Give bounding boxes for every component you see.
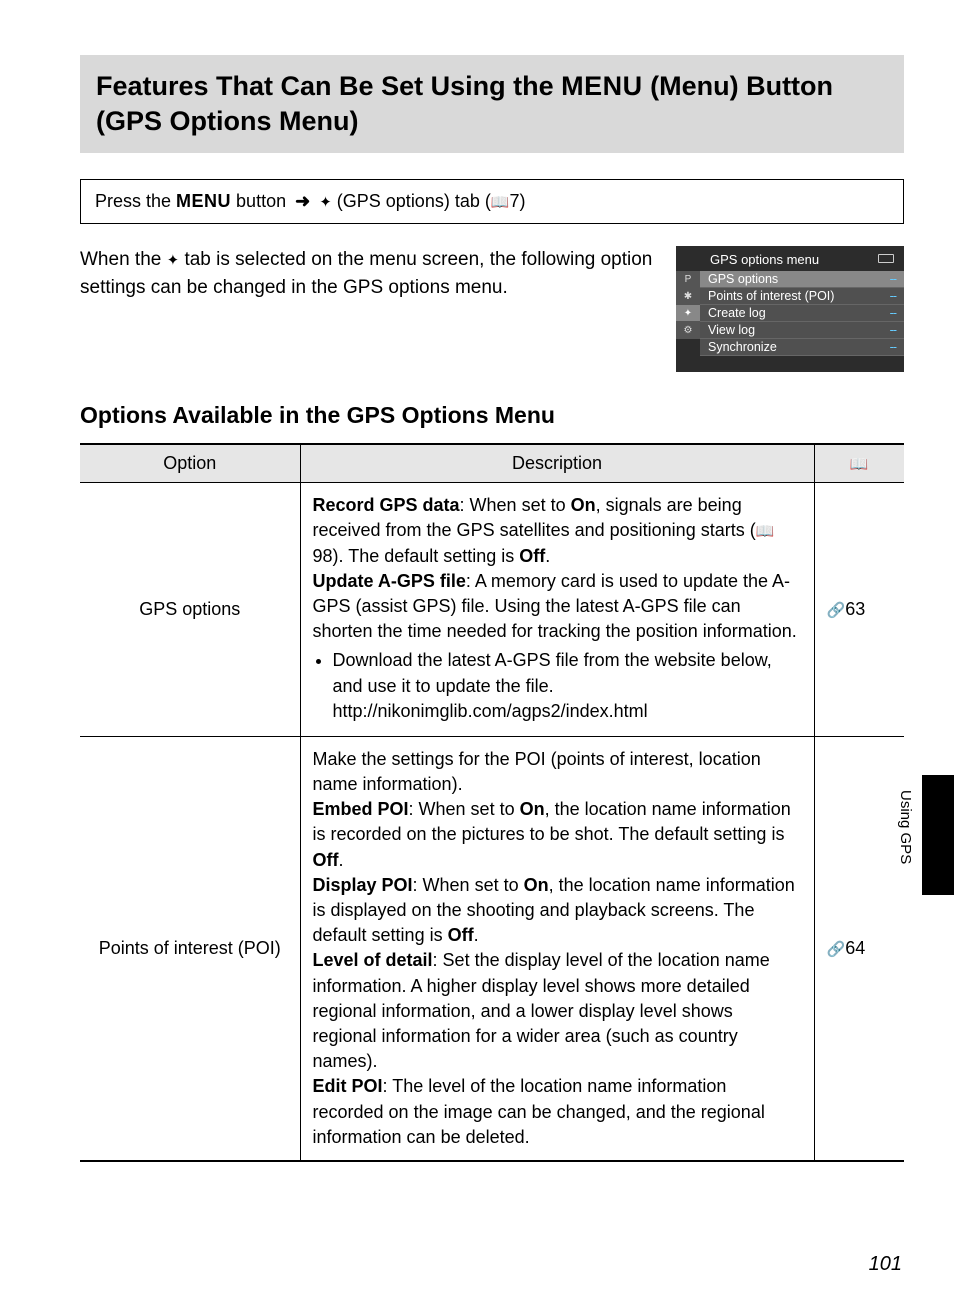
breadcrumb: Press the MENU button ➜ ✦ (GPS options) …: [80, 179, 904, 224]
lcd-row: GPS options --: [700, 271, 904, 288]
th-ref: 📖: [814, 444, 904, 483]
lcd-tabs: P ✱ ✦ ⚙: [676, 271, 700, 356]
lcd-tab: ⚙: [676, 322, 700, 339]
lcd-list: GPS options -- Points of interest (POI) --…: [700, 271, 904, 356]
term: Display POI: [313, 875, 413, 895]
lcd-header: GPS options menu: [676, 246, 904, 271]
cell-option: Points of interest (POI): [80, 736, 300, 1161]
lcd-screenshot: GPS options menu P ✱ ✦ ⚙ GPS options -- P…: [676, 246, 904, 372]
lcd-tab: ✱: [676, 288, 700, 305]
link-icon: 🔗: [827, 602, 846, 619]
lcd-row-val: --: [890, 306, 896, 320]
lcd-row-val: --: [890, 323, 896, 337]
cell-description: Record GPS data: When set to On, signals…: [300, 483, 814, 737]
table-row: GPS options Record GPS data: When set to…: [80, 483, 904, 737]
section-side-label: Using GPS: [897, 790, 914, 864]
lcd-row: Create log --: [700, 305, 904, 322]
section-heading: Options Available in the GPS Options Men…: [80, 402, 904, 429]
term: Record GPS data: [313, 495, 460, 515]
nav-menu-word: MENU: [176, 191, 231, 211]
lcd-row-label: GPS options: [708, 272, 778, 286]
lcd-row-label: Synchronize: [708, 340, 777, 354]
lcd-tab: ✦: [676, 305, 700, 322]
book-icon: 📖: [491, 194, 510, 211]
lcd-row-val: --: [890, 340, 896, 354]
intro-paragraph: When the ✦ tab is selected on the menu s…: [80, 246, 654, 301]
page-title-bar: Features That Can Be Set Using the MENU …: [80, 55, 904, 153]
th-option: Option: [80, 444, 300, 483]
nav-mid1: button: [231, 191, 291, 211]
nav-mid2: (GPS options) tab (: [332, 191, 491, 211]
lcd-row-val: --: [890, 289, 896, 303]
book-icon: 📖: [756, 523, 775, 540]
intro-l1: When the: [80, 249, 167, 270]
lcd-row: View log --: [700, 322, 904, 339]
nav-pre: Press the: [95, 191, 176, 211]
satellite-icon: ✦: [167, 252, 180, 269]
cell-ref: 🔗63: [814, 483, 904, 737]
table-row: Points of interest (POI) Make the settin…: [80, 736, 904, 1161]
lcd-row: Points of interest (POI) --: [700, 288, 904, 305]
term: Update A-GPS file: [313, 571, 466, 591]
satellite-icon: ✦: [319, 194, 332, 211]
lcd-row-label: Create log: [708, 306, 766, 320]
arrow-icon: ➜: [291, 191, 314, 211]
title-menu-word: MENU: [561, 71, 643, 101]
url-text: http://nikonimglib.com/agps2/index.html: [333, 701, 648, 721]
term: Level of detail: [313, 950, 433, 970]
th-description: Description: [300, 444, 814, 483]
cell-description: Make the settings for the POI (points of…: [300, 736, 814, 1161]
term: Edit POI: [313, 1076, 383, 1096]
page-number: 101: [869, 1253, 902, 1276]
cell-option: GPS options: [80, 483, 300, 737]
lcd-row-label: Points of interest (POI): [708, 289, 834, 303]
term: Embed POI: [313, 799, 409, 819]
link-icon: 🔗: [827, 941, 846, 958]
lcd-tab: P: [676, 271, 700, 288]
options-table: Option Description 📖 GPS options Record …: [80, 443, 904, 1162]
book-icon: 📖: [850, 456, 869, 473]
page-title: Features That Can Be Set Using the MENU …: [96, 69, 888, 139]
cell-ref: 🔗64: [814, 736, 904, 1161]
thumb-tab: [922, 775, 954, 895]
lcd-row: Synchronize --: [700, 339, 904, 356]
title-pre: Features That Can Be Set Using the: [96, 71, 561, 101]
lcd-row-label: View log: [708, 323, 755, 337]
nav-ref: 7): [510, 191, 526, 211]
lcd-row-val: --: [890, 272, 896, 286]
list-item: Download the latest A-GPS file from the …: [333, 648, 802, 724]
